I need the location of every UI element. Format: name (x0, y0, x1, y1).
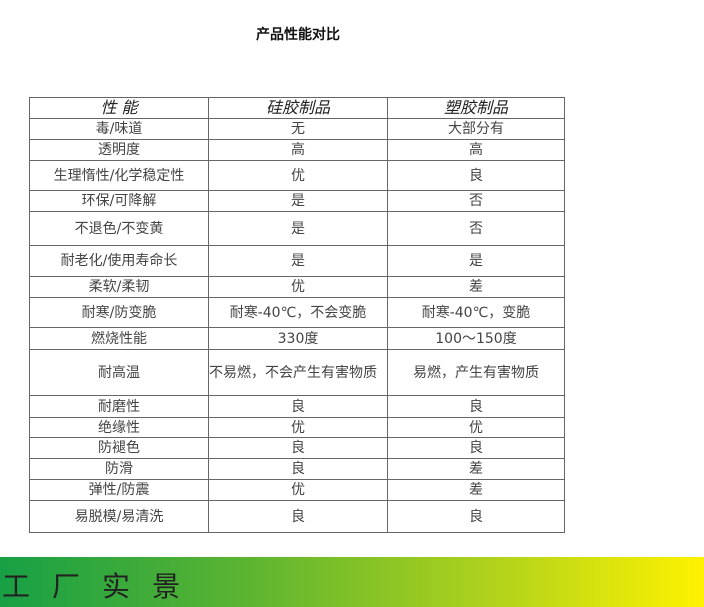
header-plastic: 塑胶制品 (387, 97, 565, 119)
property-cell: 耐高温 (29, 349, 209, 396)
plastic-cell: 易燃，产生有害物质 (387, 349, 565, 396)
banner-title: 工厂实景 (2, 570, 203, 603)
table-row: 防滑良差 (29, 458, 565, 480)
silicone-cell: 良 (208, 500, 388, 533)
plastic-cell: 差 (387, 276, 565, 298)
silicone-cell: 无 (208, 118, 388, 140)
property-cell: 易脱模/易清洗 (29, 500, 209, 533)
silicone-cell: 良 (208, 458, 388, 480)
silicone-cell: 是 (208, 245, 388, 277)
silicone-cell: 良 (208, 437, 388, 459)
property-cell: 柔软/柔韧 (29, 276, 209, 298)
plastic-cell: 良 (387, 500, 565, 533)
table-row: 环保/可降解是否 (29, 190, 565, 212)
property-cell: 透明度 (29, 139, 209, 161)
property-cell: 耐老化/使用寿命长 (29, 245, 209, 277)
property-cell: 毒/味道 (29, 118, 209, 140)
plastic-cell: 良 (387, 437, 565, 459)
table-row: 燃烧性能 330度 100～150度 (29, 327, 565, 350)
plastic-cell: 良 (387, 395, 565, 418)
silicone-cell: 优 (208, 160, 388, 191)
table-row: 生理惰性/化学稳定性优良 (29, 160, 565, 191)
silicone-cell: 高 (208, 139, 388, 161)
silicone-cell: 优 (208, 479, 388, 501)
page-title: 产品性能对比 (256, 27, 340, 43)
table-row: 耐寒/防变脆 耐寒-40℃，不会变脆 耐寒-40℃，变脆 (29, 297, 565, 328)
silicone-cell: 优 (208, 417, 388, 438)
property-cell: 不退色/不变黄 (29, 211, 209, 246)
header-property: 性 能 (29, 97, 209, 119)
table-row: 毒/味道无大部分有 (29, 118, 565, 140)
silicone-cell: 是 (208, 190, 388, 212)
comparison-table: 性 能 硅胶制品 塑胶制品 毒/味道无大部分有 透明度高高生理惰性/化学稳定性优良… (29, 97, 565, 533)
table-header-row: 性 能 硅胶制品 塑胶制品 (29, 97, 565, 119)
property-cell: 防褪色 (29, 437, 209, 459)
factory-banner: 工厂实景 (0, 557, 704, 607)
property-cell: 环保/可降解 (29, 190, 209, 212)
plastic-cell: 否 (387, 211, 565, 246)
property-cell: 防滑 (29, 458, 209, 480)
property-cell: 绝缘性 (29, 417, 209, 438)
plastic-cell: 优 (387, 417, 565, 438)
table-row: 绝缘性优优 (29, 417, 565, 438)
property-cell: 耐磨性 (29, 395, 209, 418)
table-row: 透明度高高 (29, 139, 565, 161)
table-row: 耐磨性良良 (29, 395, 565, 418)
table-row: 易脱模/易清洗良良 (29, 500, 565, 533)
plastic-cell: 良 (387, 160, 565, 191)
silicone-cell: 优 (208, 276, 388, 298)
silicone-cell: 良 (208, 395, 388, 418)
silicone-cell: 是 (208, 211, 388, 246)
property-cell: 弹性/防震 (29, 479, 209, 501)
plastic-cell: 耐寒-40℃，变脆 (387, 297, 565, 328)
plastic-cell: 100～150度 (387, 327, 565, 350)
plastic-cell: 否 (387, 190, 565, 212)
plastic-cell: 高 (387, 139, 565, 161)
plastic-cell: 是 (387, 245, 565, 277)
property-cell: 耐寒/防变脆 (29, 297, 209, 328)
plastic-cell: 差 (387, 479, 565, 501)
property-cell: 燃烧性能 (29, 327, 209, 350)
property-cell: 生理惰性/化学稳定性 (29, 160, 209, 191)
plastic-cell: 大部分有 (387, 118, 565, 140)
table-row: 耐高温 不易燃，不会产生有害物质 易燃，产生有害物质 (29, 349, 565, 396)
silicone-cell: 耐寒-40℃，不会变脆 (208, 297, 388, 328)
table-row: 耐老化/使用寿命长是是 (29, 245, 565, 277)
silicone-cell: 330度 (208, 327, 388, 350)
plastic-cell: 差 (387, 458, 565, 480)
silicone-cell: 不易燃，不会产生有害物质 (208, 349, 388, 396)
header-silicone: 硅胶制品 (208, 97, 388, 119)
table-row: 不退色/不变黄是否 (29, 211, 565, 246)
table-row: 弹性/防震优差 (29, 479, 565, 501)
table-row: 柔软/柔韧优差 (29, 276, 565, 298)
table-row: 防褪色良良 (29, 437, 565, 459)
